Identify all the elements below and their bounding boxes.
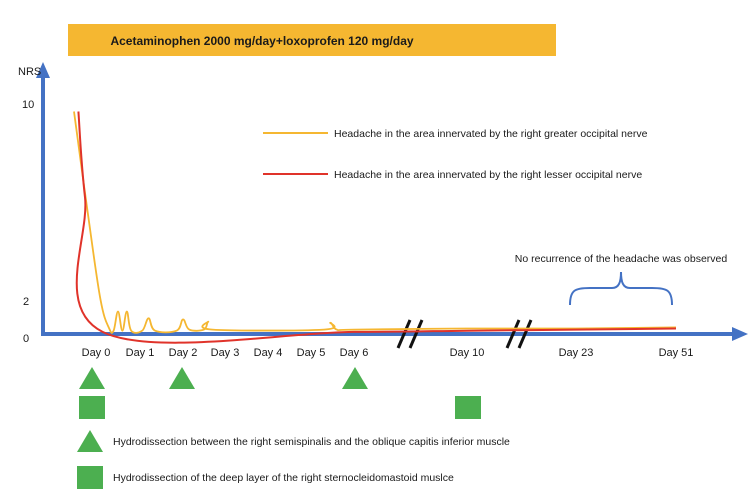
series-layer	[73, 111, 677, 344]
square-marker-day10	[455, 396, 481, 419]
x-tick-day6: Day 6	[340, 347, 369, 359]
square-legend-icon	[77, 466, 103, 489]
x-tick-day4: Day 4	[254, 347, 283, 359]
triangle-marker-day0	[79, 367, 105, 389]
triangle-marker-day6	[342, 367, 368, 389]
y-tick-label-2: 2	[23, 296, 29, 308]
x-tick-day23: Day 23	[559, 347, 594, 359]
axis-break-1	[396, 319, 424, 349]
x-axis-arrowhead	[732, 327, 748, 341]
y-axis-label: NRS	[18, 66, 41, 78]
y-axis-arrowhead	[36, 62, 50, 78]
x-tick-labels: Day 0 Day 1 Day 2 Day 3 Day 4 Day 5 Day …	[82, 347, 694, 359]
series-line-lesser-occipital	[75, 111, 677, 344]
y-tick-label-10: 10	[22, 99, 34, 111]
axis-break-2	[505, 319, 533, 349]
medication-banner	[68, 24, 556, 56]
x-tick-day5: Day 5	[297, 347, 326, 359]
triangle-marker-day2	[169, 367, 195, 389]
x-tick-day3: Day 3	[211, 347, 240, 359]
no-recurrence-annotation: No recurrence of the headache was observ…	[515, 253, 728, 265]
treatment-markers	[79, 367, 481, 419]
legend-label-lesser-occipital: Headache in the area innervated by the r…	[334, 169, 642, 181]
x-tick-day51: Day 51	[659, 347, 694, 359]
triangle-legend-label: Hydrodissection between the right semisp…	[113, 436, 510, 448]
marker-legend: Hydrodissection between the right semisp…	[77, 430, 510, 489]
square-marker-day0	[79, 396, 105, 419]
x-tick-day10: Day 10	[450, 347, 485, 359]
x-tick-day2: Day 2	[169, 347, 198, 359]
x-tick-day0: Day 0	[82, 347, 111, 359]
annotation-brace	[569, 271, 673, 306]
square-legend-label: Hydrodissection of the deep layer of the…	[113, 472, 454, 484]
triangle-legend-icon	[77, 430, 103, 452]
y-tick-label-0: 0	[23, 333, 29, 345]
series-line-greater-occipital	[73, 111, 677, 334]
legend-label-greater-occipital: Headache in the area innervated by the r…	[334, 128, 648, 140]
x-tick-day1: Day 1	[126, 347, 155, 359]
legend: Headache in the area innervated by the r…	[263, 128, 648, 181]
medication-banner-text: Acetaminophen 2000 mg/day+loxoprofen 120…	[110, 34, 413, 48]
